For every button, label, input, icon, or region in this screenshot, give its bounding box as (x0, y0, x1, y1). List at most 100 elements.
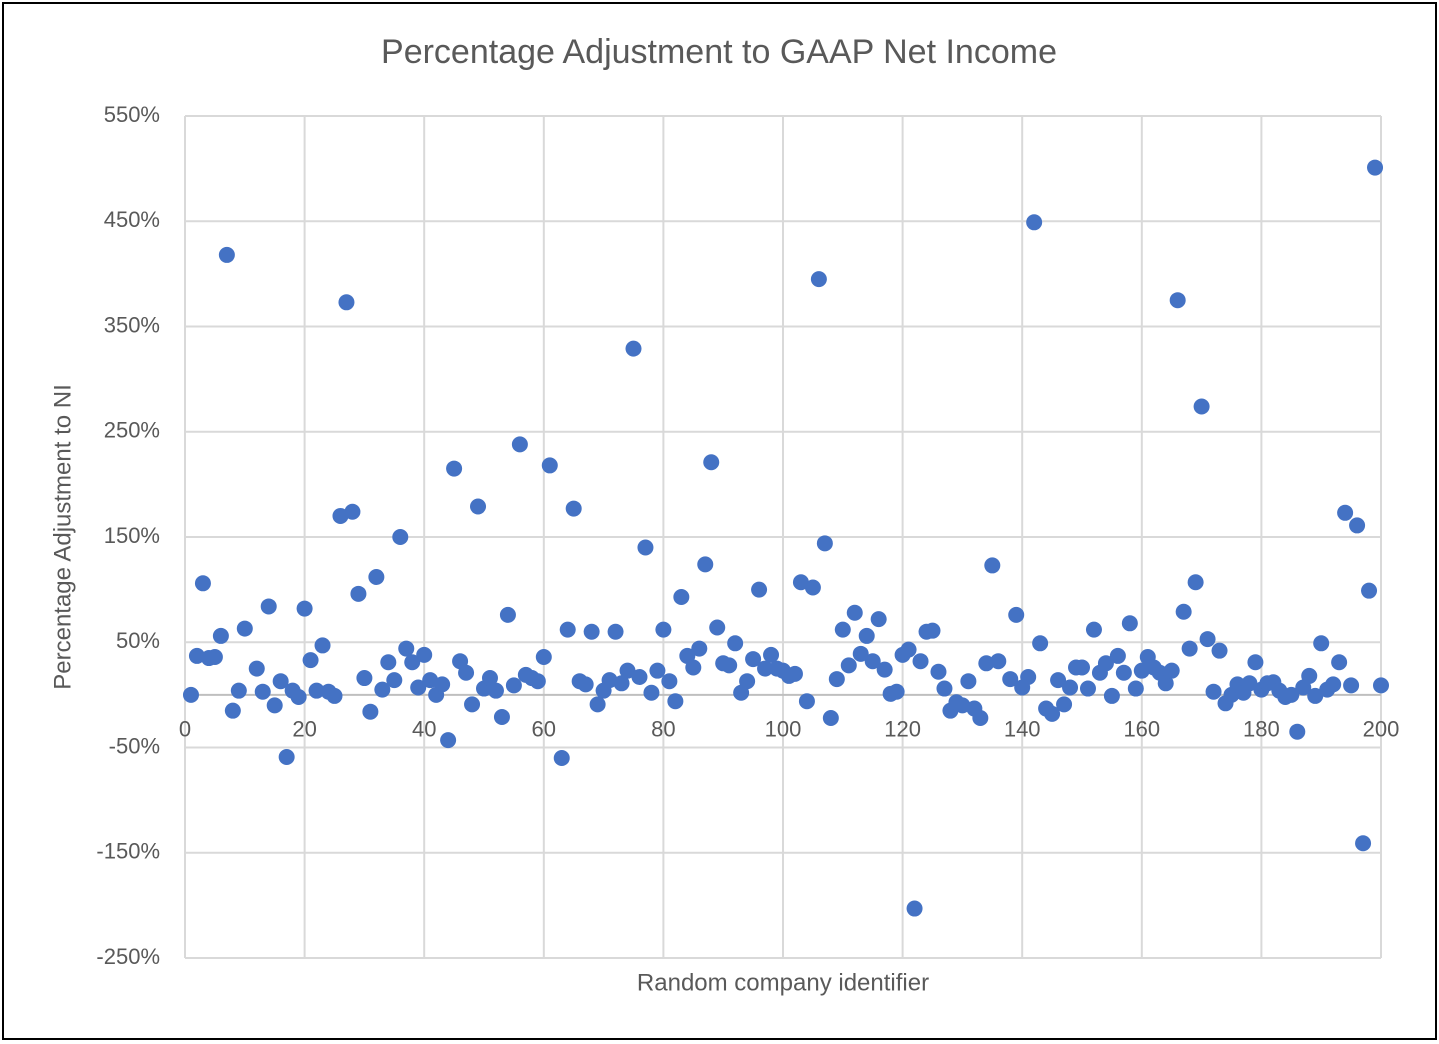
point (1026, 214, 1043, 231)
point (1163, 662, 1180, 679)
point (798, 693, 815, 710)
point (1097, 655, 1114, 672)
point (260, 598, 277, 615)
point (631, 668, 648, 685)
point (1085, 621, 1102, 638)
point (1133, 662, 1150, 679)
point (248, 660, 265, 677)
point (1331, 654, 1348, 671)
point (1307, 687, 1324, 704)
point (374, 681, 391, 698)
y-tick-label: 450% (104, 207, 160, 232)
point (1283, 686, 1300, 703)
point (703, 454, 720, 471)
point (350, 585, 367, 602)
point (464, 696, 481, 713)
point (541, 457, 558, 474)
point (1002, 671, 1019, 688)
point (1157, 675, 1174, 692)
marks (182, 159, 1389, 917)
grid (184, 115, 1382, 959)
point (278, 748, 295, 765)
point (643, 684, 660, 701)
point (709, 619, 726, 636)
point (1115, 664, 1132, 681)
point (649, 662, 666, 679)
point (188, 647, 205, 664)
point (410, 679, 427, 696)
point (529, 673, 546, 690)
point (1355, 835, 1372, 852)
point (1367, 159, 1384, 176)
point (1241, 675, 1258, 692)
point (344, 503, 361, 520)
y-tick-label: -50% (109, 733, 160, 758)
y-axis-label: Percentage Adjustment to NI (49, 384, 76, 690)
point (1193, 398, 1210, 415)
point (481, 670, 498, 687)
point (1127, 680, 1144, 697)
point (1169, 292, 1186, 309)
point (912, 653, 929, 670)
point (499, 606, 516, 623)
point (302, 652, 319, 669)
point (1211, 642, 1228, 659)
x-tick-label: 120 (884, 717, 921, 742)
point (888, 683, 905, 700)
point (1008, 606, 1025, 623)
point (1175, 603, 1192, 620)
point (739, 673, 756, 690)
point (625, 340, 642, 357)
point (392, 529, 409, 545)
point (493, 708, 510, 725)
point (1056, 696, 1073, 713)
point (1337, 504, 1354, 521)
point (954, 697, 971, 714)
point (362, 703, 379, 720)
point (786, 665, 803, 682)
point (924, 622, 941, 639)
point (792, 574, 809, 591)
point (535, 648, 552, 665)
x-tick-label: 160 (1123, 717, 1160, 742)
point (870, 611, 887, 628)
point (1079, 680, 1096, 697)
point (440, 732, 457, 749)
point (1247, 654, 1264, 671)
point (858, 627, 875, 644)
point (822, 710, 839, 727)
point (182, 686, 199, 703)
chart-title: Percentage Adjustment to GAAP Net Income (381, 33, 1057, 71)
point (661, 673, 678, 690)
point (1181, 640, 1198, 657)
point (434, 676, 451, 693)
x-tick-label: 20 (292, 717, 316, 742)
point (458, 664, 475, 681)
point (194, 575, 211, 592)
x-tick-label: 80 (651, 717, 675, 742)
point (1199, 631, 1216, 648)
point (721, 657, 738, 674)
y-tick-label: -150% (96, 839, 160, 864)
point (655, 621, 672, 638)
point (296, 600, 313, 617)
point (356, 670, 373, 687)
point (565, 500, 582, 517)
point (206, 648, 223, 665)
point (416, 646, 433, 663)
point (1349, 517, 1366, 534)
point (1050, 672, 1067, 689)
point (607, 623, 624, 640)
point (984, 557, 1001, 574)
x-tick-label: 180 (1243, 717, 1280, 742)
point (224, 702, 241, 719)
point (697, 556, 714, 573)
point (876, 661, 893, 678)
point (828, 671, 845, 688)
point (852, 645, 869, 662)
point (834, 621, 851, 638)
point (1301, 667, 1318, 684)
point (751, 581, 768, 598)
point (804, 579, 821, 596)
